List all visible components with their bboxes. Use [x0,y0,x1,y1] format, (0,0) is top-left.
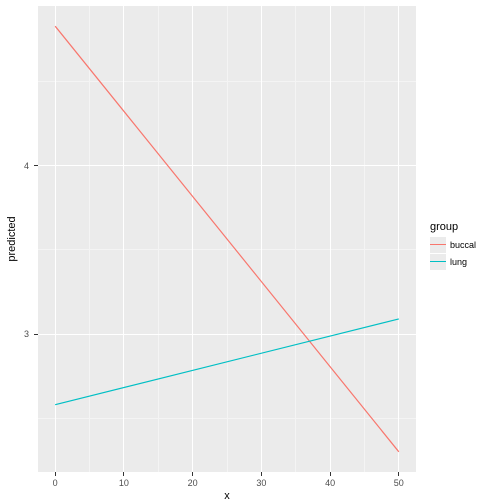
series-line-lung [55,319,399,405]
series-lines [0,0,504,504]
series-line-buccal [55,26,399,452]
chart-figure: { "chart": { "type": "line", "panel": { … [0,0,504,504]
